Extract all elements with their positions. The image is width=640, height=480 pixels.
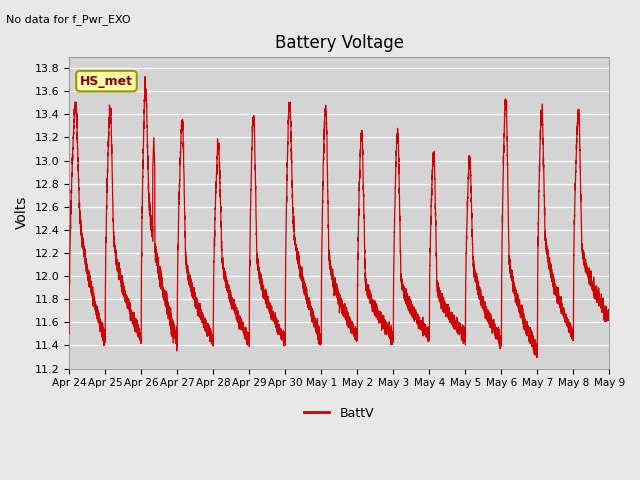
Title: Battery Voltage: Battery Voltage [275,34,404,52]
Legend: BattV: BattV [300,402,379,425]
Y-axis label: Volts: Volts [15,196,29,229]
Text: HS_met: HS_met [80,74,133,88]
Text: No data for f_Pwr_EXO: No data for f_Pwr_EXO [6,14,131,25]
